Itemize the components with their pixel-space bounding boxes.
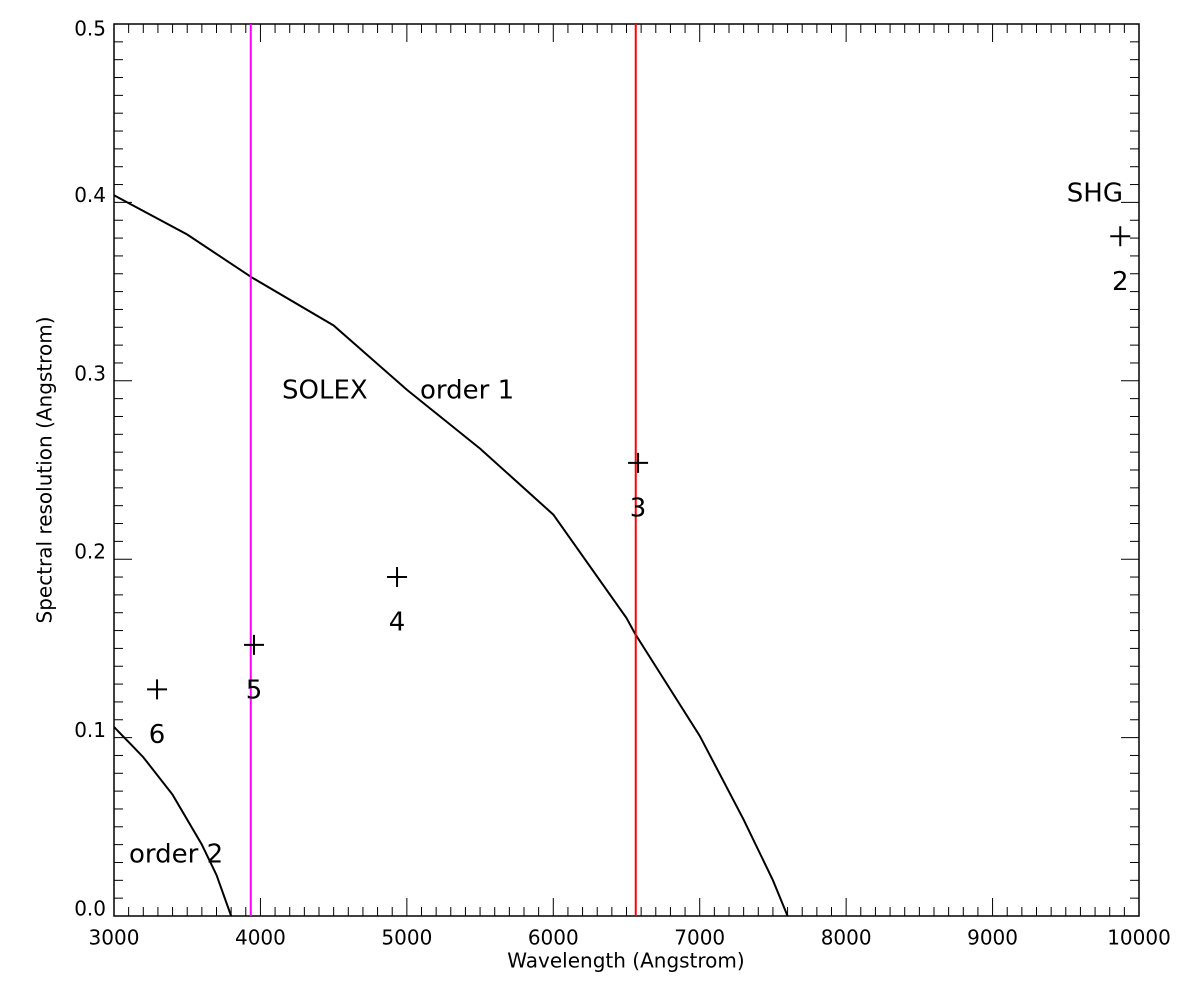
y-axis-label: Spectral resolution (Angstrom) xyxy=(33,317,57,624)
point-marker xyxy=(628,452,649,473)
point-label: 4 xyxy=(389,608,406,638)
annotation: order 2 xyxy=(129,840,223,870)
point-marker xyxy=(243,634,264,655)
x-tick-label: 4000 xyxy=(235,926,286,950)
point-label: 5 xyxy=(246,675,263,705)
y-tick-label: 0.3 xyxy=(74,361,106,385)
point-label: 2 xyxy=(1112,267,1129,297)
y-tick-label: 0.2 xyxy=(74,540,106,564)
point-marker xyxy=(147,679,168,700)
x-tick-label: 9000 xyxy=(967,926,1018,950)
x-tick-label: 8000 xyxy=(821,926,872,950)
point-marker xyxy=(1110,226,1131,247)
annotation: SHG xyxy=(1067,179,1123,209)
annotation: order 1 xyxy=(420,376,514,406)
x-tick-label: 5000 xyxy=(381,926,432,950)
x-axis-label: Wavelength (Angstrom) xyxy=(507,949,744,973)
y-tick-label: 0.1 xyxy=(74,718,106,742)
point-label: 6 xyxy=(149,720,166,750)
annotation: SOLEX xyxy=(282,376,368,406)
x-tick-label: 6000 xyxy=(528,926,579,950)
curve xyxy=(113,194,789,917)
point-marker xyxy=(387,567,408,588)
plot-frame xyxy=(113,23,1140,917)
y-tick-label: 0.4 xyxy=(74,183,106,207)
y-tick-label: 0.5 xyxy=(74,17,106,41)
y-tick-label: 0.0 xyxy=(74,897,106,921)
x-tick-label: 7000 xyxy=(674,926,725,950)
point-label: 3 xyxy=(630,493,647,523)
x-tick-label: 3000 xyxy=(89,926,140,950)
x-tick-label: 10000 xyxy=(1107,926,1171,950)
curve xyxy=(113,726,233,917)
